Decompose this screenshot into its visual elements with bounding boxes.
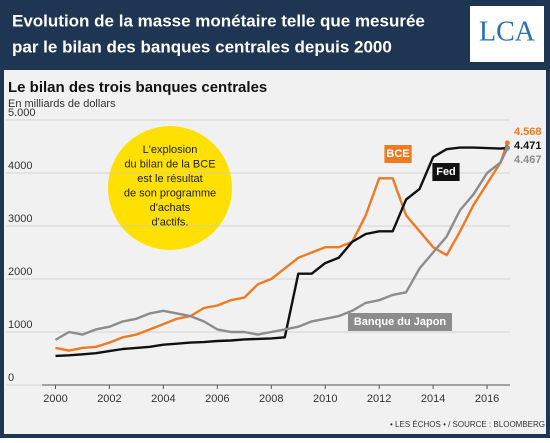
series-label-box [384, 145, 412, 163]
y-tick-label: 4000 [8, 160, 32, 172]
x-tick-label: 2016 [475, 393, 499, 405]
header-title: par le bilan des banques centrales depui… [12, 37, 392, 56]
chart-title: Le bilan des trois banques centrales [8, 79, 267, 96]
series-line [55, 146, 508, 358]
x-tick-label: 2012 [367, 393, 391, 405]
header-title: Evolution de la masse monétaire telle qu… [12, 11, 425, 30]
annotation: de son programme [124, 187, 216, 199]
source: • LES ÉCHOS • / SOURCE : BLOOMBERG [390, 420, 545, 429]
annotation: du bilan de la BCE [124, 158, 215, 170]
y-tick-label: 5.000 [8, 107, 36, 119]
annotation: est le résultat [137, 173, 202, 185]
x-tick-label: 2006 [205, 393, 229, 405]
series-line [54, 147, 509, 341]
series-label-box [432, 163, 460, 181]
annotation-bubble [108, 126, 232, 250]
y-tick-label: 2000 [8, 266, 32, 278]
logo-box [470, 6, 544, 62]
x-tick-label: 2014 [421, 393, 445, 405]
y-tick-label: 1000 [8, 319, 32, 331]
annotation: L'explosion [143, 144, 198, 156]
y-tick-label: 0 [8, 372, 14, 384]
value-label: 4.568 [514, 126, 542, 138]
annotation: d'achats [150, 202, 191, 214]
end-point [504, 140, 510, 146]
x-tick-label: 2002 [97, 393, 121, 405]
chart-subtitle: En milliards de dollars [8, 98, 116, 110]
annotation: d'actifs. [152, 216, 189, 228]
x-tick-label: 2004 [151, 393, 175, 405]
y-tick-label: 3000 [8, 213, 32, 225]
series-label: Fed [436, 166, 456, 178]
chart-panel [4, 70, 546, 434]
value-label: 4.467 [514, 154, 542, 166]
x-tick-label: 2010 [313, 393, 337, 405]
series-label: BCE [386, 148, 409, 160]
series-line [55, 142, 509, 352]
end-point [504, 145, 510, 151]
logo: LCA [479, 16, 536, 47]
series-label: Banque du Japon [354, 316, 447, 328]
value-label: 4.471 [514, 140, 542, 152]
x-tick-label: 2008 [259, 393, 283, 405]
series-label-box [348, 313, 452, 331]
x-tick-label: 2000 [43, 393, 67, 405]
